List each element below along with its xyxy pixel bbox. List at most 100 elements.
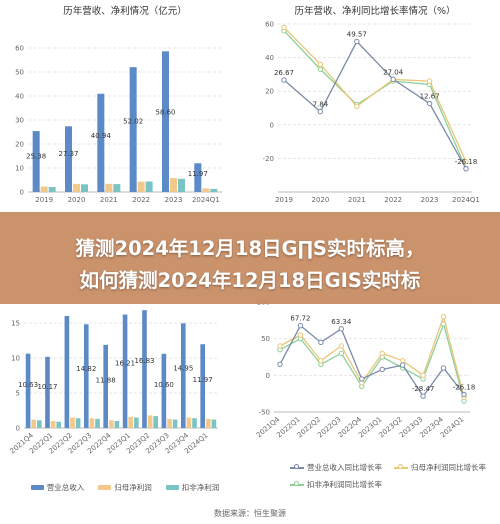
data-label: 16.83 xyxy=(134,357,154,365)
data-point xyxy=(281,77,287,83)
data-label: 10.63 xyxy=(18,381,38,389)
bar-deducted xyxy=(211,419,217,428)
bar-profit xyxy=(128,416,134,428)
x-tick-label: 2020 xyxy=(68,196,86,204)
legend-item[interactable]: 营业总收入同比增长率 xyxy=(290,462,382,473)
x-tick-label: 2023 xyxy=(421,196,439,204)
bar-deducted xyxy=(48,186,56,192)
data-label: 26.67 xyxy=(274,69,294,77)
x-tick-label: 2022 xyxy=(384,196,402,204)
data-point xyxy=(317,66,324,73)
data-label: 40.94 xyxy=(91,132,112,140)
bar-profit xyxy=(105,183,113,192)
legend-swatch-profit xyxy=(98,485,112,490)
data-label: 10.60 xyxy=(154,381,174,389)
data-label: 16.21 xyxy=(115,360,135,368)
legend-swatch-revenue-growth xyxy=(290,463,304,469)
series-line-revenue xyxy=(279,324,465,398)
x-tick-label: 2019 xyxy=(275,196,293,204)
data-label: 7.84 xyxy=(313,101,329,109)
bar-profit xyxy=(147,415,153,428)
bar-deducted xyxy=(113,184,121,192)
y-tick-label: 40 xyxy=(265,54,274,62)
bar-deducted xyxy=(75,418,81,428)
quarterly-growth-rate-plot: -5005010067.7263.34-28.47-26.182021Q4202… xyxy=(255,299,475,440)
series-line-profit xyxy=(283,26,467,163)
bar-revenue xyxy=(200,344,205,428)
data-label: 27.04 xyxy=(383,68,404,76)
bar-profit xyxy=(89,418,95,428)
headline-banner: 猜测2024年12月18日G∏S实时标高， 如何猜测2024年12月18日GIS… xyxy=(0,212,500,304)
series-line-revenue xyxy=(283,40,467,170)
bar-profit xyxy=(205,418,211,428)
annual-growth-rate-plot: -20 0 20 40 60 26.67 7.84 49.57 27.04 12.67 -26.18… xyxy=(263,21,480,205)
annual-revenue-profit-plot: 0 10 20 30 40 50 60 25.38 2019 27.37 2020 40.94 2021… xyxy=(15,45,222,204)
y-tick-label: 20 xyxy=(265,88,274,96)
bar-deducted xyxy=(114,421,120,428)
data-point xyxy=(399,357,406,364)
data-point xyxy=(440,365,447,371)
data-label: 10.17 xyxy=(37,383,57,391)
legend-label: 扣非净利润同比增长率 xyxy=(307,480,382,489)
bar-revenue xyxy=(32,131,40,192)
x-tick-label: 2024Q1 xyxy=(452,196,480,204)
legend-item[interactable]: 扣非净利润同比增长率 xyxy=(290,479,382,490)
legend-item[interactable]: 营业总收入 xyxy=(30,482,85,493)
legend-item[interactable]: 归母净利润 xyxy=(98,482,152,493)
data-point xyxy=(277,343,283,349)
x-tick-label: 2019 xyxy=(35,196,53,204)
data-point xyxy=(338,326,345,332)
bar-profit xyxy=(50,421,56,428)
data-label: 67.72 xyxy=(290,315,310,323)
bar-revenue xyxy=(162,51,169,192)
bar-revenue xyxy=(122,314,128,428)
bar-deducted xyxy=(172,419,178,428)
data-point xyxy=(338,343,345,349)
bar-deducted xyxy=(37,420,42,428)
data-label: 25.38 xyxy=(26,152,46,160)
data-label: 11.97 xyxy=(188,170,208,178)
bar-profit xyxy=(186,417,192,428)
bar-profit xyxy=(73,183,80,192)
data-label: 12.67 xyxy=(420,93,440,101)
bar-revenue xyxy=(25,353,31,428)
data-point xyxy=(390,76,396,83)
bar-deducted xyxy=(134,417,139,428)
y-tick-label: 0 xyxy=(270,121,274,129)
data-point xyxy=(440,313,447,320)
y-tick-label: -20 xyxy=(263,155,274,163)
data-label: 11.97 xyxy=(193,376,213,384)
data-label: 27.37 xyxy=(58,150,78,158)
legend-item[interactable]: 扣非净利润 xyxy=(165,482,220,493)
legend-label: 营业总收入同比增长率 xyxy=(307,463,382,472)
data-point xyxy=(297,322,304,329)
chart-title: 历年营收、净利同比增长率情况（%） xyxy=(294,6,456,17)
legend-label: 营业总收入 xyxy=(46,483,85,492)
chart-legend: 营业总收入 归母净利润 扣非净利润 xyxy=(0,482,250,493)
data-point xyxy=(461,391,467,398)
data-point xyxy=(317,108,324,115)
data-point xyxy=(277,361,283,368)
data-point xyxy=(420,393,426,399)
y-tick-label: 10 xyxy=(11,355,20,363)
chart-title: 历年营收、净利情况（亿元） xyxy=(63,6,187,17)
bar-revenue xyxy=(161,353,167,428)
data-point xyxy=(317,61,324,68)
data-label: 52.02 xyxy=(123,117,143,125)
y-tick-label: 0 xyxy=(266,372,270,380)
legend-item[interactable]: 归母净利润同比增长率 xyxy=(394,462,486,473)
x-tick-label: 2021 xyxy=(100,196,118,204)
data-point xyxy=(338,350,345,357)
bar-deducted xyxy=(145,181,153,192)
y-tick-label: 50 xyxy=(261,335,270,343)
legend-swatch-deducted-growth xyxy=(290,480,304,486)
y-tick-label: 40 xyxy=(15,93,24,101)
y-tick-label: 0 xyxy=(16,425,20,433)
legend-label: 扣非净利润 xyxy=(181,483,220,492)
bar-profit xyxy=(167,418,172,428)
bar-revenue xyxy=(142,310,147,428)
legend-label: 归母净利润 xyxy=(114,483,152,492)
x-tick-label: 2020 xyxy=(311,196,329,204)
data-point xyxy=(354,38,360,45)
bar-profit xyxy=(137,181,145,192)
